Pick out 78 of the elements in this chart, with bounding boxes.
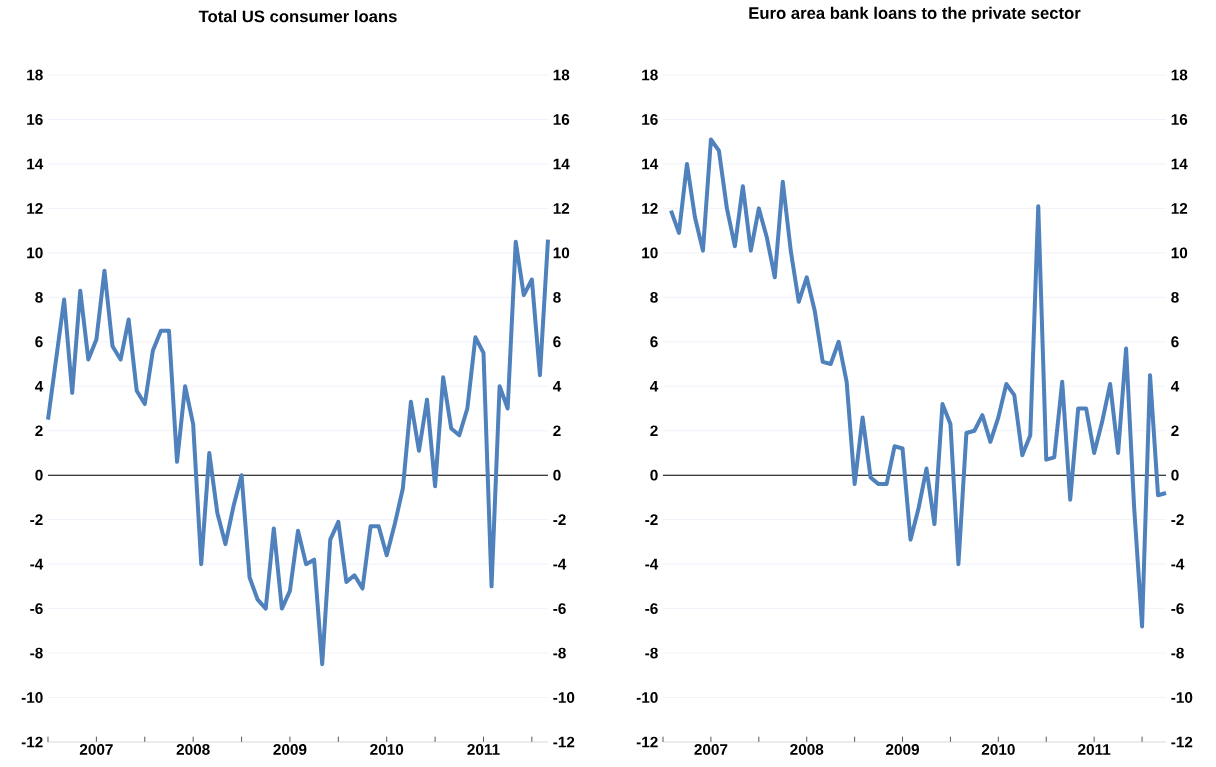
y-tick-label: 8 (650, 291, 658, 303)
y2-tick-label: -8 (1171, 647, 1184, 659)
y2-tick-label: -10 (1171, 692, 1193, 703)
y2-tick-label: 12 (553, 203, 570, 214)
y2-tick-label: -2 (1171, 514, 1184, 526)
x-tick-label: 2011 (467, 744, 500, 755)
y-tick-label: 8 (35, 291, 43, 303)
y2-tick-label: 2 (553, 425, 561, 437)
y2-tick-label: -2 (553, 514, 566, 526)
y-tick-label: -4 (645, 558, 659, 570)
y2-tick-label: 16 (553, 114, 570, 125)
y2-tick-label: 12 (1171, 203, 1188, 214)
y2-tick-label: -8 (553, 647, 566, 659)
x-tick-label: 2010 (370, 744, 404, 755)
y2-tick-label: 16 (1171, 114, 1188, 125)
y2-tick-label: 4 (552, 381, 562, 392)
y-tick-label: 14 (27, 158, 44, 170)
y-tick-label: 10 (27, 247, 43, 259)
x-tick-label: 2009 (886, 744, 919, 755)
y-tick-label: 4 (650, 381, 659, 392)
y-tick-label: -12 (636, 736, 658, 748)
y-tick-label: 0 (650, 469, 658, 481)
y2-tick-label: 6 (1171, 336, 1179, 348)
y2-tick-label: -4 (553, 558, 567, 570)
y2-tick-label: -4 (1171, 558, 1185, 570)
x-tick-label: 2007 (694, 744, 728, 755)
y-tick-label: -10 (636, 692, 658, 703)
y2-tick-label: 10 (553, 247, 570, 259)
y-tick-label: -2 (645, 514, 658, 526)
y2-tick-label: -6 (553, 603, 566, 615)
y2-tick-label: 18 (553, 69, 570, 81)
x-tick-label: 2007 (79, 744, 113, 755)
y-tick-label: -2 (30, 514, 43, 526)
y2-tick-label: 14 (1171, 158, 1188, 170)
x-tick-label: 2008 (790, 744, 824, 755)
y-tick-label: -12 (21, 736, 43, 748)
y-tick-label: -8 (30, 647, 43, 659)
y-tick-label: 14 (642, 158, 659, 170)
y2-tick-label: -12 (1171, 736, 1193, 748)
y-tick-label: 16 (642, 114, 658, 125)
y-tick-label: 12 (27, 203, 43, 214)
y2-tick-label: 8 (1171, 291, 1179, 303)
y-tick-label: 18 (642, 69, 658, 81)
chart-title: Euro area bank loans to the private sector (749, 6, 1081, 23)
y-tick-label: 18 (27, 69, 43, 81)
y2-tick-label: -6 (1171, 603, 1184, 615)
y-tick-label: 2 (35, 425, 43, 437)
y2-tick-label: -12 (553, 736, 575, 748)
line-series (668, 137, 1169, 629)
x-tick-label: 2010 (981, 744, 1015, 755)
y-tick-label: 2 (650, 425, 658, 437)
y2-tick-label: -10 (553, 692, 575, 703)
y-tick-label: 12 (642, 203, 658, 214)
y2-tick-label: 2 (1171, 425, 1179, 437)
y-tick-label: 6 (35, 336, 43, 348)
y-tick-label: -8 (645, 647, 658, 659)
y-tick-label: -10 (21, 692, 43, 703)
line-series (46, 237, 550, 667)
y2-tick-label: 10 (1171, 247, 1188, 259)
y-tick-label: 0 (35, 469, 43, 481)
y2-tick-label: 14 (553, 158, 570, 170)
y-tick-label: 10 (642, 247, 658, 259)
y-tick-label: 6 (650, 336, 658, 348)
y2-tick-label: 18 (1171, 69, 1188, 81)
chart-title: Total US consumer loans (198, 10, 397, 23)
y2-tick-label: 8 (553, 291, 561, 303)
y-tick-label: 4 (34, 381, 44, 392)
y-tick-label: -4 (30, 558, 44, 570)
y-tick-label: 16 (27, 114, 43, 125)
y2-tick-label: 6 (553, 336, 561, 348)
y-tick-label: -6 (645, 603, 658, 615)
x-tick-label: 2008 (176, 744, 210, 755)
x-tick-label: 2009 (273, 744, 307, 755)
x-tick-label: 2011 (1078, 744, 1111, 755)
y2-tick-label: 4 (1170, 381, 1180, 392)
y2-tick-label: 0 (553, 469, 561, 481)
y2-tick-label: 0 (1171, 469, 1179, 481)
y-tick-label: -6 (30, 603, 43, 615)
